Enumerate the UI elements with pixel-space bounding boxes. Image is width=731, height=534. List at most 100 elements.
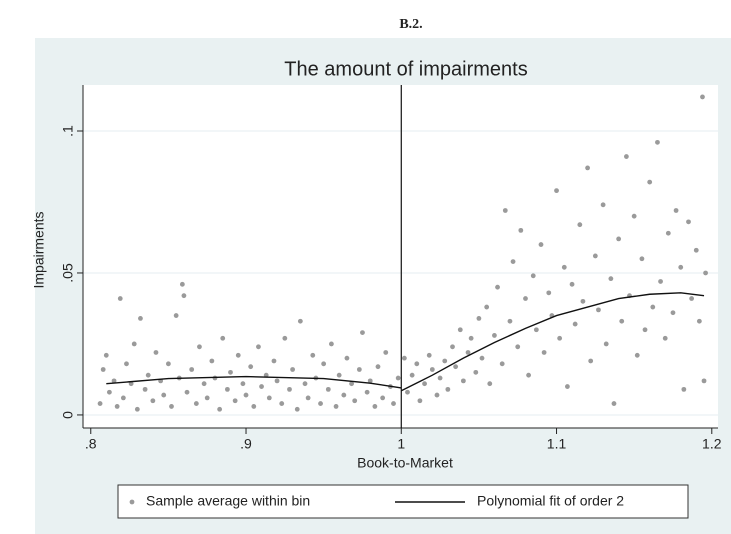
scatter-point [611,401,617,406]
heading: B.2. [399,17,422,32]
scatter-point [405,389,410,395]
scatter-point [142,386,148,392]
scatter-point [479,355,485,361]
scatter-point [523,296,528,301]
scatter-point [117,296,123,301]
scatter-point [495,284,500,290]
scatter-point [429,367,435,372]
scatter-point [487,381,493,387]
chart-title: The amount of impairments [284,58,527,80]
scatter-point [701,378,707,384]
scatter-point [287,386,292,392]
scatter-point [333,404,339,409]
scatter-point [173,313,179,318]
scatter-point [569,281,575,287]
scatter-point [703,270,708,276]
scatter-point [634,352,640,358]
scatter-point [349,381,354,387]
scatter-point [256,344,261,350]
scatter-point [325,386,331,392]
scatter-point [592,253,598,259]
scatter-point [375,364,381,370]
scatter-point [103,352,109,358]
x-tick-label: .9 [240,436,252,452]
scatter-point [240,381,246,387]
scatter-point [530,273,536,279]
scatter-point [305,395,311,401]
scatter-point [580,298,586,304]
scatter-point [585,165,590,171]
scatter-point [465,350,471,355]
scatter-point [235,352,241,358]
legend-marker [129,499,135,505]
scatter-point [422,381,427,387]
scatter-point [114,404,120,409]
y-tick-label: .1 [60,125,76,137]
scatter-point [700,94,705,100]
scatter-point [468,335,474,341]
x-tick-label: 1 [397,436,405,452]
scatter-point [409,372,415,378]
scatter-point [603,341,609,347]
scatter-point [650,304,656,310]
scatter-point [197,344,202,350]
scatter-point [686,219,691,225]
scatter-point [251,404,257,409]
scatter-point [131,341,137,347]
scatter-point [106,389,112,395]
scatter-point [321,361,327,367]
scatter-point [263,372,269,378]
scatter-point [670,310,676,316]
scatter-point [655,139,660,145]
scatter-point [372,404,378,409]
scatter-point [515,344,521,350]
scatter-point [134,406,140,412]
scatter-point [526,372,531,378]
scatter-point [360,330,365,335]
scatter-point [588,358,594,364]
scatter-point [681,386,687,392]
scatter-point [165,361,171,367]
scatter-point [138,315,143,321]
scatter-point [696,318,702,324]
scatter-point [274,378,280,384]
scatter-point [577,222,583,228]
scatter-point [642,327,648,333]
scatter-point [434,392,440,398]
scatter-point [473,369,479,375]
scatter-point [232,398,238,404]
scatter-point [453,364,459,370]
scatter-point [460,378,466,384]
scatter-point [329,341,334,347]
scatter-point [414,361,420,367]
scatter-point [499,361,505,367]
scatter-point [120,395,126,401]
scatter-point [391,401,396,406]
scatter-point [541,350,547,355]
scatter-point [179,281,185,287]
scatter-point [279,401,285,406]
scatter-point [297,318,303,324]
scatter-point [502,208,508,213]
scatter-point [352,398,358,404]
scatter-point [294,406,300,412]
scatter-point [220,335,226,341]
scatter-point [600,202,606,208]
scatter-point [689,296,695,301]
scatter-point [364,389,370,395]
scatter-point [266,395,272,401]
scatter-point [181,293,187,299]
y-tick-label: 0 [60,411,76,419]
scatter-point [336,372,342,378]
scatter-point [631,213,637,219]
scatter-point [302,381,308,387]
y-axis-label: Impairments [31,211,47,288]
scatter-point [383,350,389,355]
scatter-point [100,367,106,372]
scatter-point [248,364,254,370]
scatter-point [224,386,230,392]
scatter-point [204,395,210,401]
scatter-point [243,392,249,398]
x-tick-label: 1.1 [547,436,567,452]
